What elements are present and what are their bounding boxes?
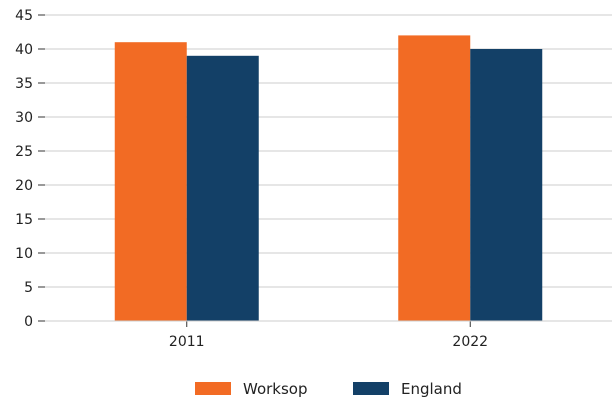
bars <box>114 35 543 322</box>
y-tick-label: 0 <box>24 314 33 330</box>
x-tick-label: 2022 <box>452 334 488 350</box>
y-tick-label: 20 <box>15 178 33 194</box>
bar-england-2011 <box>186 55 259 322</box>
y-tick-label: 30 <box>15 110 33 126</box>
legend: Worksop England <box>195 380 462 398</box>
y-tick-label: 25 <box>15 144 33 160</box>
y-tick-label: 40 <box>15 42 33 58</box>
bar-england-2022 <box>470 49 543 321</box>
y-tick-label: 10 <box>15 246 33 262</box>
y-tick-label: 15 <box>15 212 33 228</box>
legend-label-england: England <box>401 380 462 398</box>
x-axis: 2011 2022 <box>45 320 612 350</box>
y-tick-label: 35 <box>15 76 33 92</box>
legend-swatch-worksop <box>195 382 231 395</box>
legend-swatch-england <box>353 382 389 395</box>
y-tick-label: 5 <box>24 280 33 296</box>
legend-label-worksop: Worksop <box>243 380 308 398</box>
x-tick-label: 2011 <box>169 334 205 350</box>
bar-worksop-2011 <box>114 42 187 321</box>
y-axis: 0 5 10 15 20 25 30 35 40 45 <box>15 8 45 330</box>
bar-worksop-2022 <box>398 35 471 322</box>
y-tick-label: 45 <box>15 8 33 24</box>
